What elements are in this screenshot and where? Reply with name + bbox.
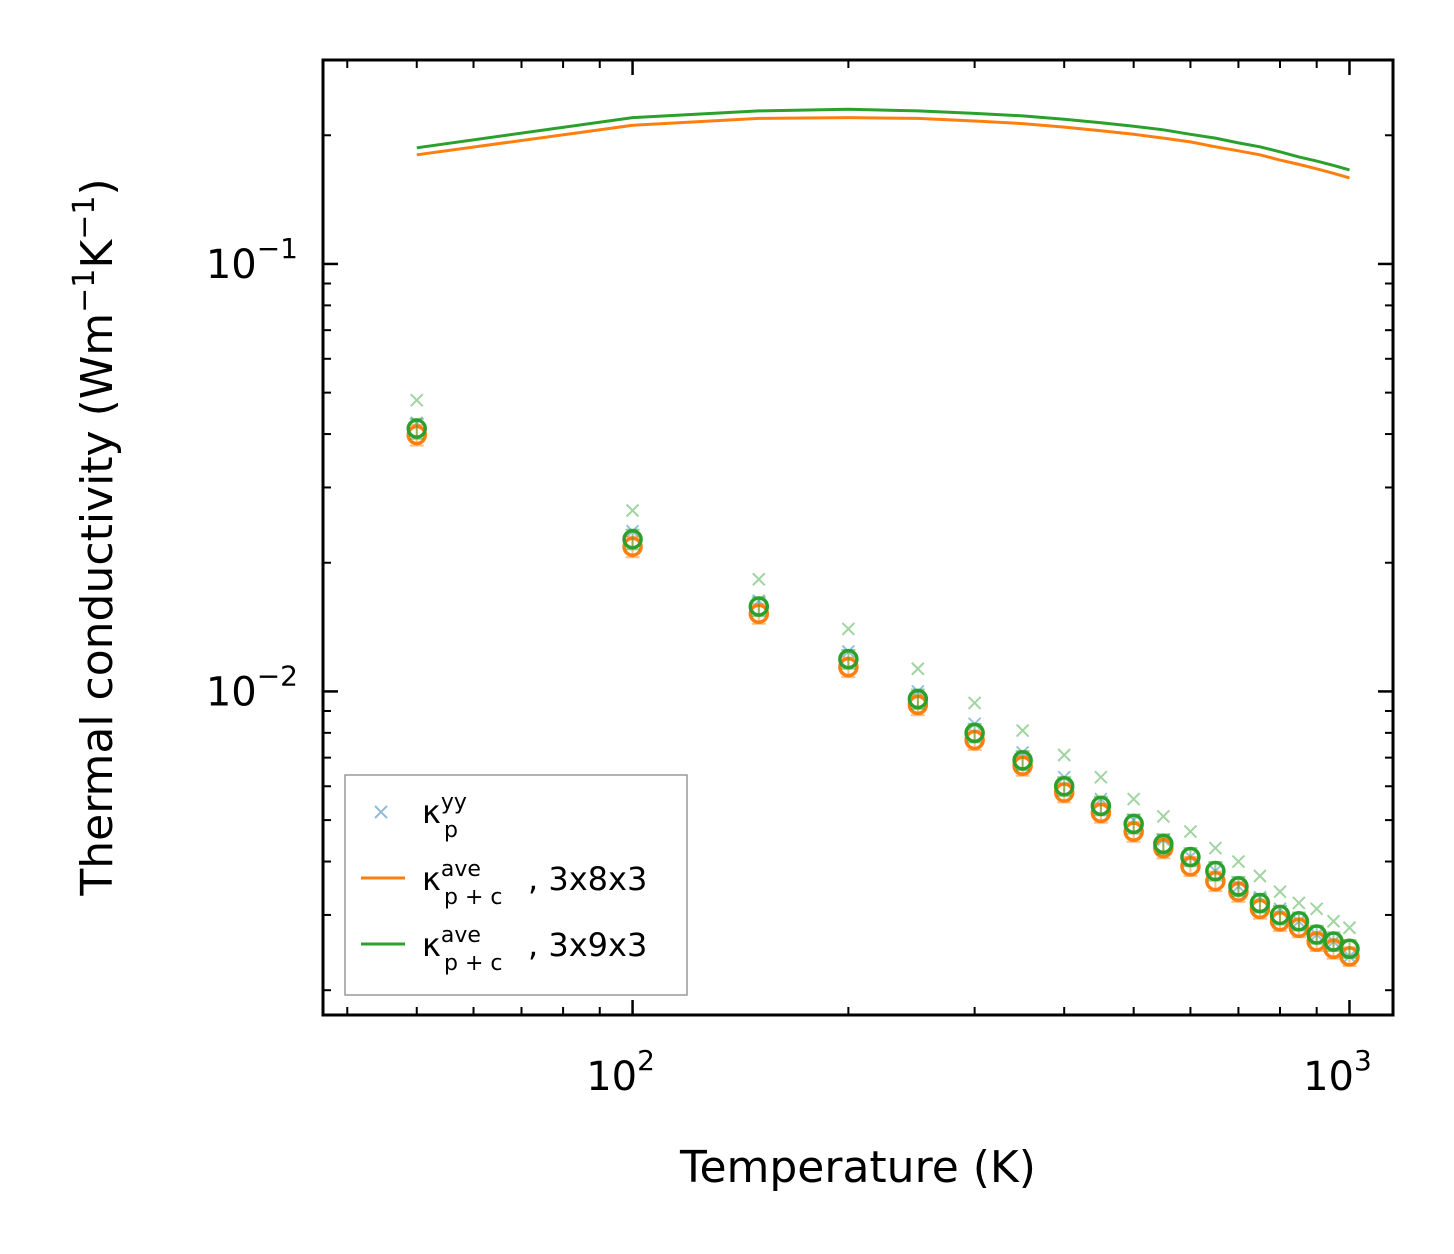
y-tick-label: 10−1 <box>206 232 298 288</box>
circle-marker-point <box>406 418 428 439</box>
circle-marker-point <box>1249 892 1271 914</box>
circle-marker-point <box>1339 938 1360 960</box>
y-axis-label-prefix: Thermal conductivity (Wm <box>72 313 123 897</box>
y-tick-label: 10−2 <box>206 659 298 715</box>
x-tick-label-exp: 3 <box>1354 1044 1372 1077</box>
x-marker-point <box>911 662 925 676</box>
y-axis-label-sup2: −1 <box>67 196 102 240</box>
x-tick-label-base: 10 <box>586 1054 637 1100</box>
legend-sup: ave <box>441 857 481 882</box>
series-kappa_pc_ave_3x9x3_line <box>416 107 1350 172</box>
major-ticks <box>323 60 1393 1015</box>
plot-frame <box>321 58 1395 1017</box>
x-tick-label: 102 <box>586 1044 655 1100</box>
circle-marker-point <box>1306 924 1327 945</box>
x-marker-point <box>1126 792 1141 806</box>
x-marker-point <box>1057 748 1071 762</box>
circle-marker-point <box>1053 776 1075 797</box>
circle-marker-point <box>1012 750 1033 771</box>
circle-marker-point <box>1153 833 1174 855</box>
circle-marker-point <box>1288 910 1310 932</box>
legend-x-marker-glyph <box>374 805 388 819</box>
x-marker-point <box>1253 869 1267 883</box>
series-line <box>416 116 1350 180</box>
x-marker-point <box>1342 921 1357 935</box>
y-tick-label-exp: −1 <box>257 232 298 265</box>
legend-kappa: κ <box>422 860 441 898</box>
legend: κyy p κave p + c, 3x8x3 κave p + c, 3x9x3 <box>344 774 688 996</box>
circle-marker-point <box>907 688 929 710</box>
series-kappa_pc_ave_3x8x3_line <box>416 116 1350 180</box>
legend-label: κyy p <box>422 790 467 843</box>
x-marker-point <box>1015 723 1030 738</box>
x-marker-point <box>1183 824 1198 839</box>
legend-sub: p + c <box>444 885 502 910</box>
circle-marker-point <box>1228 876 1249 897</box>
legend-sup: ave <box>441 923 481 948</box>
legend-label: κave p + c , 3x9x3 <box>422 923 647 976</box>
y-axis-label-suffix: ) <box>72 178 123 195</box>
y-tick-label-base: 10 <box>206 242 257 288</box>
series-layer <box>406 107 1360 967</box>
y-axis-label-sup1: −1 <box>67 269 102 313</box>
circle-marker-point <box>622 528 643 550</box>
legend-tail: , 3x9x3 <box>528 926 647 964</box>
circle-marker-point <box>1323 931 1344 952</box>
legend-entry-kappa-p-yy: κyy p <box>374 790 467 843</box>
legend-sub: p + c <box>444 951 502 976</box>
x-marker-point <box>1156 809 1171 824</box>
legend-tail: , 3x8x3 <box>528 860 647 898</box>
circle-marker-point <box>1123 813 1144 835</box>
x-marker-point <box>1208 841 1223 855</box>
x-marker-point <box>1094 770 1108 784</box>
y-axis-label-mid: K <box>72 239 123 269</box>
legend-sub: p <box>444 818 458 843</box>
x-tick-label-base: 10 <box>1303 1054 1354 1100</box>
x-marker-point <box>1292 896 1306 910</box>
circle-marker-point <box>1090 795 1112 817</box>
circle-marker-point <box>838 648 859 670</box>
series-line <box>416 107 1350 172</box>
series-kappa_pc_ave_3x9x3_markers <box>406 417 1360 960</box>
x-marker-point <box>1273 884 1287 899</box>
x-tick-label-exp: 2 <box>637 1044 655 1077</box>
circle-marker-point <box>1269 904 1291 926</box>
series-kappa_p_yy_green <box>410 393 1357 935</box>
x-marker-point <box>841 622 856 636</box>
circle-marker-point <box>1205 860 1226 882</box>
legend-box <box>344 774 688 996</box>
circle-marker-point <box>964 722 985 744</box>
x-marker-point <box>625 503 640 518</box>
legend-x-marker <box>374 805 388 819</box>
y-axis-label: Thermal conductivity (Wm−1K−1) <box>67 178 123 896</box>
legend-kappa: κ <box>422 926 441 964</box>
x-marker-point <box>752 572 766 586</box>
y-tick-label-exp: −2 <box>257 659 298 692</box>
x-marker-point <box>1309 902 1324 916</box>
legend-sup: yy <box>441 790 467 815</box>
legend-kappa: κ <box>422 793 441 831</box>
x-marker-point <box>410 393 424 407</box>
x-marker-point <box>967 696 982 710</box>
x-marker-point <box>1231 854 1246 869</box>
legend-label: κave p + c , 3x8x3 <box>422 857 647 910</box>
x-axis-label: Temperature (K) <box>679 1142 1036 1193</box>
circle-marker-point <box>748 596 770 617</box>
x-tick-label: 103 <box>1303 1044 1372 1100</box>
circle-marker-point <box>1180 846 1201 868</box>
x-marker-point <box>1326 914 1341 928</box>
y-tick-label-base: 10 <box>206 669 257 715</box>
legend-entry-3x8x3: κave p + c , 3x8x3 <box>361 857 647 910</box>
legend-entry-3x9x3: κave p + c , 3x9x3 <box>361 923 647 976</box>
